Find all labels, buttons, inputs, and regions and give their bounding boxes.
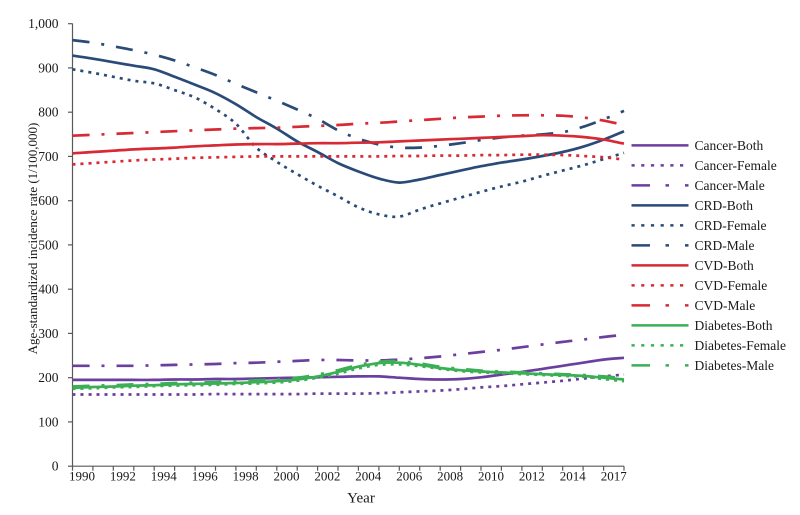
svg-text:200: 200 xyxy=(38,370,59,385)
svg-text:2000: 2000 xyxy=(274,468,300,483)
svg-text:700: 700 xyxy=(38,149,59,164)
svg-text:1992: 1992 xyxy=(110,468,136,483)
svg-text:CVD-Female: CVD-Female xyxy=(695,278,768,293)
svg-text:Cancer-Both: Cancer-Both xyxy=(695,138,764,153)
svg-text:600: 600 xyxy=(38,193,59,208)
svg-text:CRD-Both: CRD-Both xyxy=(695,198,754,213)
svg-text:2004: 2004 xyxy=(355,468,382,483)
svg-text:Diabetes-Male: Diabetes-Male xyxy=(695,358,774,373)
svg-text:500: 500 xyxy=(38,237,59,252)
svg-text:CRD-Male: CRD-Male xyxy=(695,238,755,253)
svg-text:0: 0 xyxy=(52,459,59,474)
svg-text:1990: 1990 xyxy=(69,468,95,483)
svg-text:Year: Year xyxy=(347,491,375,507)
svg-text:2008: 2008 xyxy=(437,468,463,483)
svg-text:900: 900 xyxy=(38,60,59,75)
svg-text:CRD-Female: CRD-Female xyxy=(695,218,767,233)
svg-text:Cancer-Male: Cancer-Male xyxy=(695,178,765,193)
svg-text:800: 800 xyxy=(38,105,59,120)
svg-text:1996: 1996 xyxy=(192,468,219,483)
svg-text:300: 300 xyxy=(38,326,59,341)
svg-text:1998: 1998 xyxy=(233,468,259,483)
svg-text:2017: 2017 xyxy=(601,468,628,483)
svg-text:Diabetes-Both: Diabetes-Both xyxy=(695,318,773,333)
svg-text:2006: 2006 xyxy=(396,468,423,483)
svg-text:2010: 2010 xyxy=(478,468,504,483)
svg-text:2002: 2002 xyxy=(314,468,340,483)
svg-text:Diabetes-Female: Diabetes-Female xyxy=(695,338,786,353)
svg-text:CVD-Both: CVD-Both xyxy=(695,258,755,273)
svg-text:100: 100 xyxy=(38,414,59,429)
svg-text:CVD-Male: CVD-Male xyxy=(695,298,756,313)
svg-text:1,000: 1,000 xyxy=(28,16,59,31)
svg-text:1994: 1994 xyxy=(151,468,178,483)
svg-text:Age-standardized incidence rat: Age-standardized incidence rate (1/100,0… xyxy=(25,123,40,355)
svg-text:Cancer-Female: Cancer-Female xyxy=(695,158,777,173)
svg-text:2014: 2014 xyxy=(560,468,587,483)
svg-text:400: 400 xyxy=(38,282,59,297)
svg-text:2012: 2012 xyxy=(519,468,545,483)
